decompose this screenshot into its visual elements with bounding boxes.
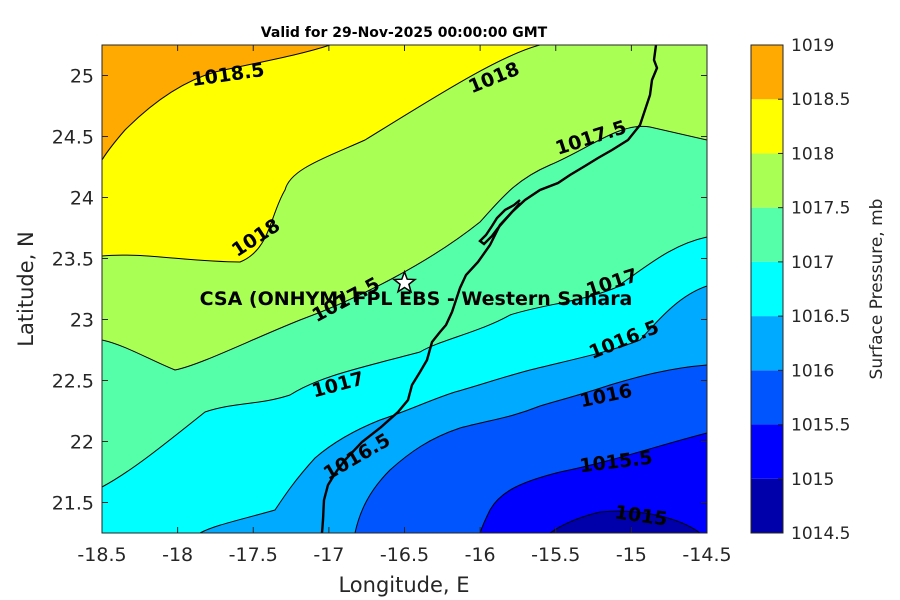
coastline-mainland	[320, 45, 659, 533]
y-tick-label: 23.5	[52, 249, 94, 271]
colorbar-tick-label: 1016.5	[791, 307, 850, 327]
colorbar-swatch	[751, 99, 783, 154]
x-axis-label: Longitude, E	[338, 573, 469, 597]
x-tick-label: -16.5	[380, 544, 429, 566]
x-tick-label: -17.5	[229, 544, 278, 566]
colorbar-swatch	[751, 316, 783, 371]
y-axis-label: Latitude, N	[14, 231, 38, 347]
contour-line-1015	[549, 510, 701, 533]
contour-line-1016	[354, 364, 707, 533]
y-tick-label: 23	[70, 310, 94, 332]
colorbar-tick-label: 1015	[791, 470, 834, 490]
contour-band-1015	[480, 433, 707, 533]
contour-line-1016.5	[199, 285, 707, 533]
colorbar-swatch	[751, 424, 783, 479]
colorbar: 1014.5 1015 1015.5 1016 1016.5 1017 1017.5 1018…	[751, 36, 850, 544]
x-tick-label: -16	[465, 544, 496, 566]
colorbar-swatch	[751, 261, 783, 317]
y-tick-label: 24	[70, 188, 94, 210]
colorbar-tick-label: 1018.5	[791, 90, 850, 110]
colorbar-swatch	[751, 478, 783, 533]
site-label: CSA (ONHYM) FPL EBS - Western Sahara	[200, 288, 633, 310]
contour-lines	[102, 45, 707, 533]
x-tick-label: -17	[313, 544, 344, 566]
colorbar-swatch	[751, 207, 783, 262]
x-tick-label: -18	[162, 544, 193, 566]
x-tick-label: -15.5	[531, 544, 580, 566]
site-star-icon	[391, 269, 418, 294]
contour-line-1018.5	[102, 45, 331, 161]
colorbar-tick-label: 1017.5	[791, 199, 850, 219]
colorbar-tick-label: 1015.5	[791, 416, 850, 436]
colorbar-swatch	[751, 370, 783, 425]
site-marker: CSA (ONHYM) FPL EBS - Western Sahara	[200, 269, 633, 310]
colorbar-tick-label: 1014.5	[791, 524, 850, 544]
colorbar-swatch	[751, 153, 783, 208]
colorbar-swatch	[751, 45, 783, 100]
contour-line-1017	[102, 236, 707, 488]
colorbar-tick-label: 1018	[791, 144, 834, 164]
contour-line-1018	[102, 45, 541, 263]
x-tick-label: -14.5	[682, 544, 731, 566]
contour-line-1015.5	[479, 432, 707, 533]
y-tick-label: 22	[70, 432, 94, 454]
colorbar-tick-label: 1016	[791, 361, 834, 381]
colorbar-frame	[750, 44, 784, 534]
colorbar-tick-label: 1019	[791, 36, 834, 56]
x-tick-label: -15	[616, 544, 647, 566]
contour-line-1017.5	[102, 125, 707, 371]
contour-fills	[102, 45, 707, 533]
x-tick-label: -18.5	[77, 544, 126, 566]
colorbar-tick-label: 1017	[791, 253, 834, 273]
y-tick-label: 25	[70, 66, 94, 88]
y-tick-label: 22.5	[52, 371, 94, 393]
y-tick-label: 24.5	[52, 127, 94, 149]
contour-band-1018.5	[102, 45, 330, 160]
chart-title: Valid for 29-Nov-2025 00:00:00 GMT	[261, 25, 548, 41]
y-axis-ticks: 21.5 22 22.5 23 23.5 24 24.5 25	[52, 66, 707, 515]
y-tick-label: 21.5	[52, 493, 94, 515]
coastline	[320, 45, 659, 533]
x-axis-ticks: -18.5 -18 -17.5 -17 -16.5 -16 -15.5 -15 -14.5	[77, 45, 732, 566]
coastline-peninsula	[478, 199, 521, 246]
colorbar-label: Surface Pressure, mb	[867, 199, 887, 380]
